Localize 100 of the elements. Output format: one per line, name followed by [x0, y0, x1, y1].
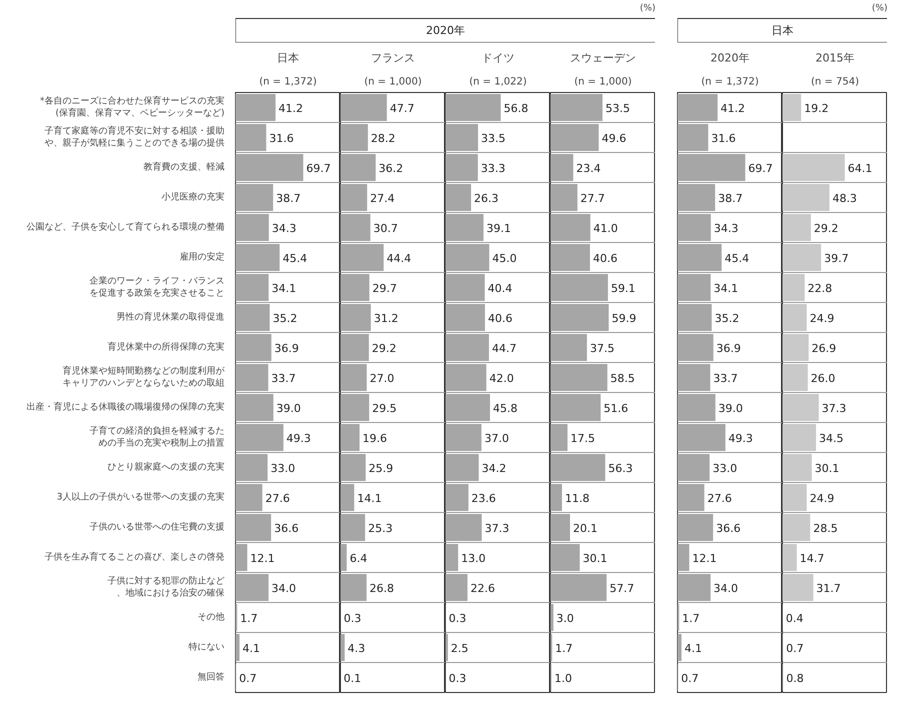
bar — [678, 574, 711, 601]
data-label: 0.3 — [448, 672, 466, 685]
bar — [550, 604, 554, 631]
data-label: 0.8 — [786, 672, 804, 685]
bar — [446, 124, 478, 151]
bar — [340, 304, 371, 331]
bar — [446, 424, 482, 451]
data-label: 11.8 — [564, 492, 590, 505]
data-label: 2.5 — [450, 642, 468, 655]
text: 2020年 — [426, 24, 466, 37]
data-label: 39.7 — [824, 252, 849, 265]
data-label: 31.7 — [816, 582, 841, 595]
data-label: 49.3 — [728, 432, 753, 445]
bar — [446, 484, 468, 511]
bar — [782, 394, 819, 421]
y-tick-label: 公園など、子供を安心して育てられる環境の整備 — [26, 222, 224, 232]
data-label: 44.7 — [492, 342, 516, 355]
data-label: 26.9 — [812, 342, 836, 355]
bar — [340, 154, 376, 181]
bar — [678, 244, 722, 271]
data-label: 29.2 — [814, 222, 838, 235]
data-label: 57.7 — [610, 582, 634, 595]
bar — [782, 154, 845, 181]
data-label: 27.6 — [265, 492, 290, 505]
data-label: 12.1 — [692, 552, 717, 565]
bar — [782, 274, 805, 301]
bar — [446, 514, 482, 541]
data-label: 37.0 — [484, 432, 509, 445]
data-label: 48.3 — [832, 192, 857, 205]
y-tick-label: 3人以上の子供がいる世帯への支援の充実 — [56, 492, 225, 502]
y-tick-label: 出産・育児による休職後の職場復帰の保障の充実 — [26, 402, 224, 412]
data-label: 38.7 — [276, 192, 301, 205]
data-label: 14.7 — [800, 552, 824, 565]
text: 日本 — [772, 24, 794, 37]
bar — [340, 484, 354, 511]
data-label: 36.9 — [274, 342, 299, 355]
data-label: 33.7 — [271, 372, 296, 385]
data-label: 36.2 — [378, 162, 404, 175]
bar — [550, 184, 578, 211]
data-label: 41.2 — [278, 102, 304, 115]
bar — [340, 94, 387, 121]
data-label: 0.7 — [681, 672, 699, 685]
data-label: 31.6 — [269, 132, 294, 145]
data-label: 45.0 — [492, 252, 517, 265]
bar — [236, 304, 270, 331]
y-tick-label: 子供のいる世帯への住宅費の支援 — [90, 522, 224, 532]
data-label: 39.1 — [486, 222, 511, 235]
bar — [236, 244, 280, 271]
bar — [236, 634, 240, 661]
data-label: 59.1 — [610, 282, 636, 295]
chart-title: 2020年 — [710, 52, 750, 64]
data-label: 34.1 — [272, 282, 296, 295]
bar — [550, 364, 608, 391]
data-label: 27.4 — [370, 192, 395, 205]
text: (%) — [640, 4, 656, 14]
y-tick-label: 小児医療の充実 — [162, 192, 224, 202]
bar — [550, 274, 608, 301]
y-tick-label: その他 — [198, 612, 224, 622]
bar — [678, 304, 712, 331]
data-label: 49.6 — [602, 132, 626, 145]
chart-subtitle: (n = 1,000) — [574, 76, 632, 88]
bar — [340, 124, 368, 151]
bar — [678, 214, 711, 241]
bar — [236, 574, 269, 601]
data-label: 27.0 — [370, 372, 394, 385]
bar — [550, 424, 568, 451]
chart-title: フランス — [371, 52, 415, 64]
bar — [678, 364, 710, 391]
data-label: 29.2 — [372, 342, 396, 355]
data-label: 30.1 — [814, 462, 840, 475]
data-label: 4.1 — [684, 642, 702, 655]
data-label: 40.6 — [592, 252, 618, 265]
bar — [782, 214, 811, 241]
bar — [446, 544, 458, 571]
bar — [446, 574, 468, 601]
data-label: 13.0 — [461, 552, 486, 565]
data-label: 31.2 — [374, 312, 398, 325]
y-tick-label: 子育ての経済的負担を軽減するための手当の充実や税制上の措置 — [90, 426, 224, 448]
data-label: 27.7 — [580, 192, 605, 205]
data-label: 40.6 — [488, 312, 512, 325]
bar — [678, 154, 746, 181]
bar — [446, 184, 472, 211]
y-tick-label: 育児休業や短時間勤務などの制度利用がキャリアのハンデとならないための取組 — [62, 366, 226, 388]
y-tick-label: 育児休業中の所得保障の充実 — [108, 342, 224, 352]
bar — [236, 484, 262, 511]
bar — [782, 94, 802, 121]
bar — [550, 154, 574, 181]
chart-subtitle: (n = 1,000) — [364, 76, 422, 88]
data-label: 23.6 — [471, 492, 496, 505]
data-label: 22.8 — [808, 282, 832, 295]
data-label: 19.2 — [804, 102, 829, 115]
bar — [340, 544, 347, 571]
y-tick-label: 教育費の支援、軽減 — [144, 162, 224, 172]
bar — [236, 454, 268, 481]
data-label: 49.3 — [286, 432, 311, 445]
bar — [236, 514, 272, 541]
bar — [678, 424, 726, 451]
data-label: 34.1 — [714, 282, 738, 295]
bar — [678, 394, 716, 421]
data-label: 36.9 — [716, 342, 741, 355]
